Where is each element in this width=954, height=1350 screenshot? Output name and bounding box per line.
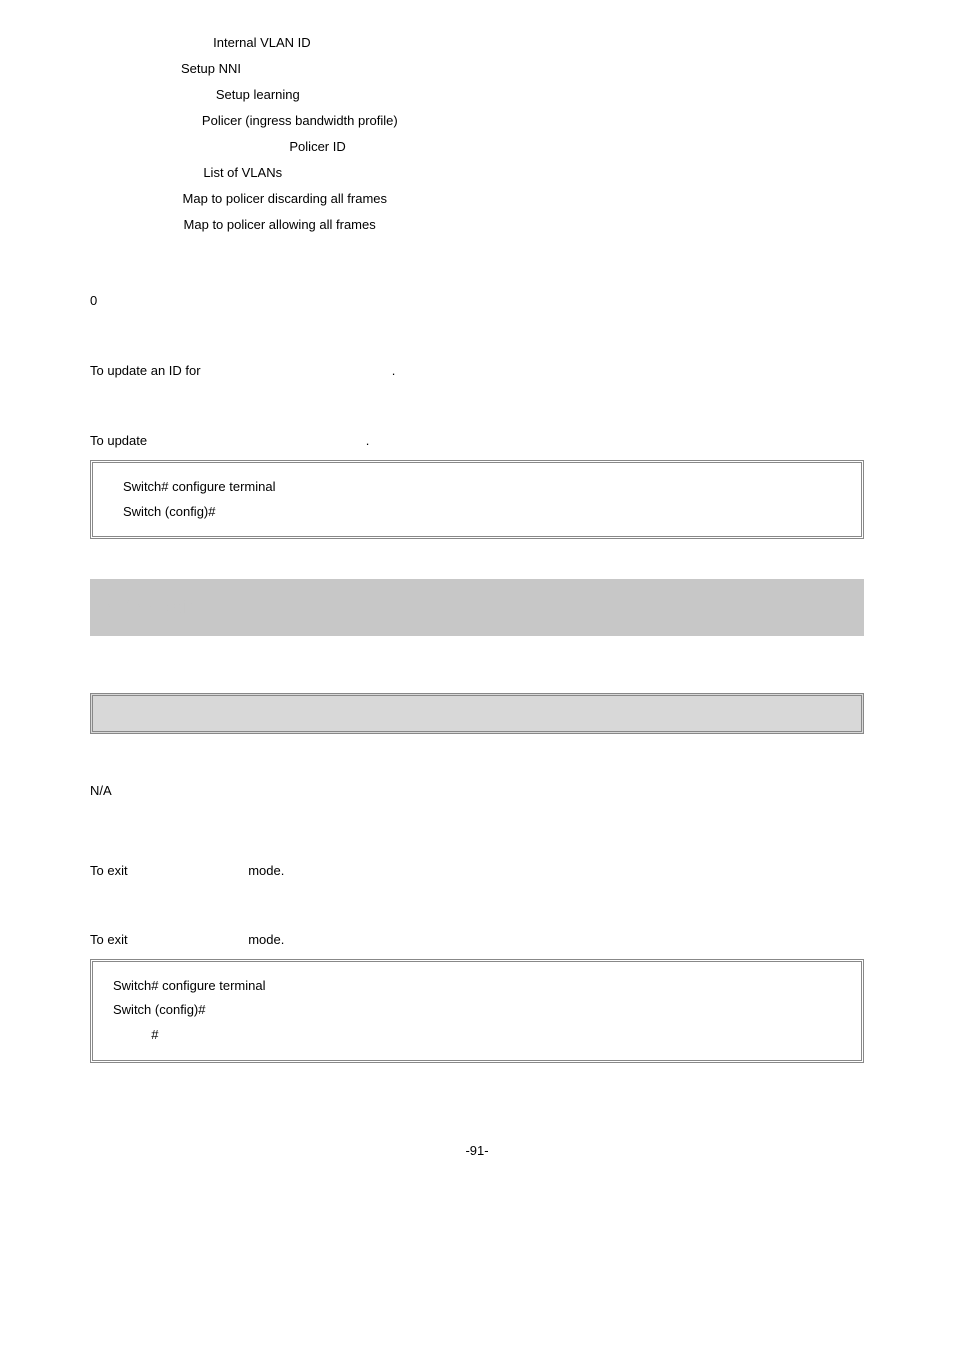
text-segment: To exit <box>90 863 131 878</box>
code-line: Switch# configure terminal <box>113 974 831 999</box>
param-desc: Map to policer allowing all frames <box>184 217 376 232</box>
param-key: policer <box>160 113 198 128</box>
param-key: ivid <box>190 35 210 50</box>
text-segment-bold: EVC (Ethernet Virtual Circuits) <box>204 363 392 378</box>
param-row: none Map to policer discarding all frame… <box>130 186 864 212</box>
code-line: Switch (config)# exit <box>113 998 831 1023</box>
usage-guide-text-2: To exit configure terminal mode. <box>90 859 864 882</box>
text-segment: . <box>392 363 396 378</box>
example-text-2: To exit configure terminal mode. <box>90 932 864 947</box>
default-value: 0 <box>90 293 864 308</box>
example-text: To update EVC (Ethernet Virtual Circuits… <box>90 433 864 448</box>
text-segment: To update an ID for <box>90 363 204 378</box>
param-desc: Setup NNI <box>181 61 241 76</box>
param-key: add <box>178 165 200 180</box>
param-key: nni <box>160 61 177 76</box>
param-key: learning <box>166 87 212 102</box>
text-segment: mode. <box>248 863 284 878</box>
default-label: Default: <box>90 266 864 281</box>
param-desc: Policer ID <box>289 139 345 154</box>
param-row: <PolicerId> Policer ID <box>130 134 864 160</box>
param-row: nni Setup NNI <box>130 56 864 82</box>
param-desc: Internal VLAN ID <box>213 35 311 50</box>
param-desc: List of VLANs <box>203 165 282 180</box>
code-example-box: Switch# configure terminal Switch (confi… <box>90 460 864 539</box>
text-segment-bold: EVC (Ethernet Virtual Circuits) ID 1 <box>151 433 366 448</box>
code-command: exit <box>209 1002 231 1017</box>
parameter-label: Parameter: <box>90 758 864 773</box>
text-segment: To exit <box>90 932 131 947</box>
param-desc: Setup learning <box>216 87 300 102</box>
code-line: Switch (config)# evc update 1 <box>123 500 831 525</box>
section-header: 4.2.47 exit <box>90 579 864 636</box>
code-line: Switch# configure terminal <box>123 475 831 500</box>
usage-guide-text: To update an ID for EVC (Ethernet Virtua… <box>90 363 864 378</box>
text-segment: mode. <box>248 932 284 947</box>
command-label: Command: exit <box>90 666 864 681</box>
default-label-2: Default: <box>90 822 864 837</box>
param-row: add List of VLANs <box>130 160 864 186</box>
param-desc: Policer (ingress bandwidth profile) <box>202 113 398 128</box>
example-label-2: Example: <box>90 907 864 922</box>
param-row: ivid Internal VLAN ID <box>130 30 864 56</box>
example-label: Example: <box>90 406 864 421</box>
code-line: Switch# <box>113 1023 831 1048</box>
code-command: evc update 1 <box>219 504 298 519</box>
text-segment-bold: configure terminal <box>131 863 248 878</box>
syntax-box: Syntax: exit <box>90 693 864 734</box>
parameter-value: N/A <box>90 783 864 798</box>
param-key: none <box>150 191 179 206</box>
code-prompt-hidden: Switch <box>113 1027 151 1042</box>
parameter-list: ivid Internal VLAN ID nni Setup NNI lear… <box>130 30 864 238</box>
param-key: discard <box>138 217 180 232</box>
param-row: policer Policer (ingress bandwidth profi… <box>130 108 864 134</box>
param-desc: Map to policer discarding all frames <box>183 191 387 206</box>
param-row: learning Setup learning <box>130 82 864 108</box>
code-prompt: Switch (config)# <box>113 1002 209 1017</box>
param-key: <PolicerId> <box>220 139 286 154</box>
text-segment: . <box>366 433 370 448</box>
text-segment-bold: configure terminal <box>131 932 248 947</box>
code-output: # <box>151 1027 158 1042</box>
usage-guide-label: Usage Guide: <box>90 336 864 351</box>
text-segment: To update <box>90 433 151 448</box>
page-number: -91- <box>90 1143 864 1158</box>
code-example-box-2: Switch# configure terminal Switch (confi… <box>90 959 864 1063</box>
param-row: discard Map to policer allowing all fram… <box>130 212 864 238</box>
code-prompt: Switch (config)# <box>123 504 219 519</box>
